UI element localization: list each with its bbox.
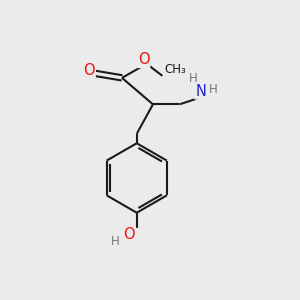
Text: N: N: [195, 84, 206, 99]
Text: CH₃: CH₃: [165, 63, 187, 76]
Text: O: O: [83, 63, 95, 78]
Text: O: O: [138, 52, 149, 67]
Text: H: H: [208, 83, 217, 96]
Text: H: H: [111, 235, 120, 248]
Text: H: H: [189, 72, 198, 85]
Text: O: O: [124, 227, 135, 242]
